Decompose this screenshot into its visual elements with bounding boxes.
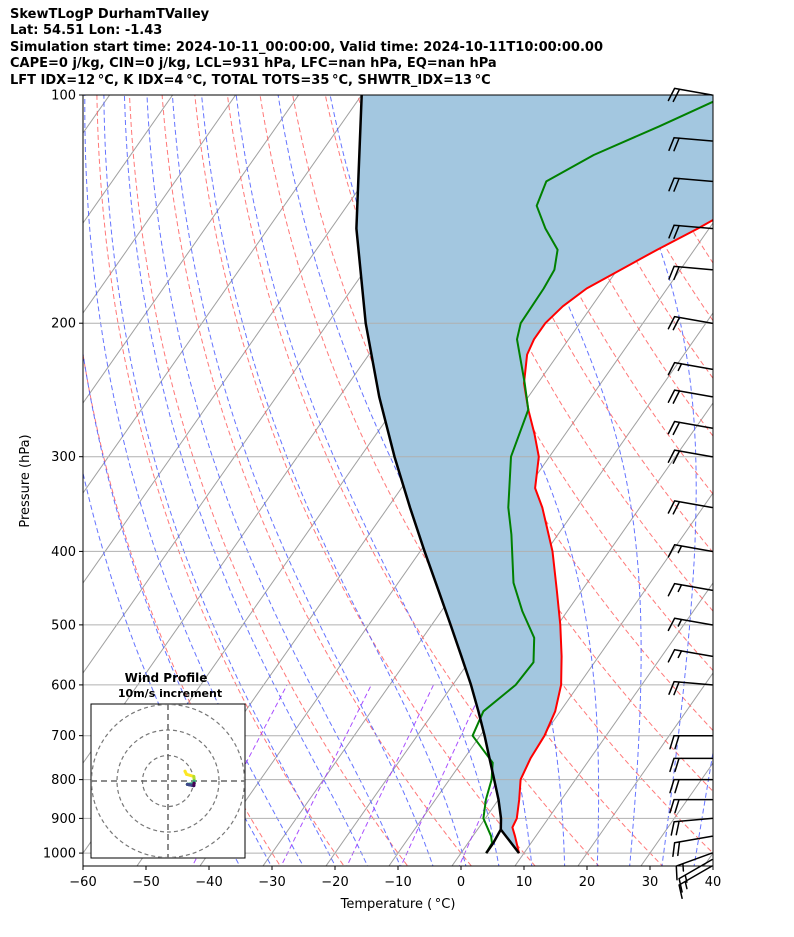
wind-barb	[669, 798, 713, 814]
isotherm-line	[577, 672, 713, 866]
x-axis-label: Temperature ( °C)	[340, 897, 456, 912]
isotherm-line	[83, 95, 174, 224]
wind-barb	[667, 500, 713, 515]
header-title: SkewTLogP DurhamTValley	[10, 7, 210, 22]
dewpoint-line	[471, 100, 713, 854]
x-tick-label: −30	[258, 875, 285, 890]
isotherm-line	[83, 95, 300, 404]
cape-shading	[356, 95, 713, 854]
dry-adiabat-line	[129, 95, 409, 866]
wind-barb	[667, 582, 713, 597]
mixing-ratio-line	[346, 684, 434, 866]
header: SkewTLogP DurhamTValley Lat: 54.51 Lon: …	[10, 7, 790, 89]
y-tick-label: 900	[51, 812, 76, 827]
wind-barb	[668, 265, 713, 281]
x-tick-label: −40	[195, 875, 222, 890]
wind-barb	[667, 420, 713, 436]
y-tick-label: 100	[51, 89, 76, 104]
dry-adiabat-line	[259, 95, 664, 866]
dry-adiabat-line	[730, 60, 794, 884]
header-indices-lifted: LFT IDX=12 °C, K IDX=4 °C, TOTAL TOTS=35…	[10, 72, 491, 88]
x-tick-label: 40	[705, 875, 722, 890]
isotherm-line	[388, 402, 713, 866]
header-indices-cape: CAPE=0 j/kg, CIN=0 j/kg, LCL=931 hPa, LF…	[10, 56, 497, 72]
wind-profile-inset: Wind Profile 10m/s increment	[90, 671, 246, 859]
wind-barb	[667, 361, 713, 376]
wind-barb	[678, 858, 713, 893]
inset-subtitle: 10m/s increment	[118, 687, 222, 700]
wind-barb	[678, 865, 713, 900]
isotherm-line	[83, 95, 363, 494]
cape-shading-area	[356, 95, 713, 854]
x-tick-label: 30	[642, 875, 659, 890]
x-tick-label: −10	[384, 875, 411, 890]
wind-barb	[667, 648, 713, 663]
wind-barb	[669, 757, 713, 773]
dry-adiabat-line	[194, 95, 536, 866]
isotherm-line	[83, 95, 426, 584]
temperature-line	[511, 218, 713, 854]
isotherm-line	[0, 60, 8, 884]
y-tick-label: 600	[51, 678, 76, 693]
parcel-line	[355, 95, 520, 854]
x-tick-label: 20	[579, 875, 596, 890]
wind-barb	[667, 389, 713, 404]
parcel-near-surface-line	[485, 828, 502, 854]
dry-adiabat-line	[390, 95, 713, 672]
wind-barb	[668, 680, 713, 696]
wind-barb	[669, 778, 713, 794]
moist-adiabat-line	[201, 95, 467, 866]
wind-barb	[667, 315, 713, 331]
moist-adiabat-line	[146, 95, 401, 866]
wind-barb	[669, 734, 713, 750]
axis-ticks: −60 −50 −40 −30 −20 −10 0 10 20 30 40 100 200 300 400 5…	[43, 89, 721, 891]
wind-barb	[670, 817, 713, 836]
wind-barb	[667, 449, 713, 464]
wind-barb	[668, 136, 713, 152]
wind-barb	[672, 835, 713, 858]
x-tick-label: 0	[457, 875, 465, 890]
y-tick-label: 300	[51, 450, 76, 465]
inset-title: Wind Profile	[125, 671, 208, 685]
x-tick-label: 10	[516, 875, 533, 890]
wind-barb	[667, 617, 713, 632]
isotherm-line	[83, 95, 237, 314]
header-time: Simulation start time: 2024-10-11_00:00:…	[10, 39, 603, 55]
y-tick-label: 800	[51, 773, 76, 788]
isotherm-line	[0, 60, 71, 884]
y-axis-label: Pressure (hPa)	[18, 434, 33, 527]
x-tick-label: −20	[321, 875, 348, 890]
dry-adiabat-line	[96, 95, 345, 866]
wind-barb	[675, 852, 713, 881]
x-tick-label: −60	[69, 875, 96, 890]
header-location: Lat: 54.51 Lon: -1.43	[10, 23, 163, 39]
wind-barb	[668, 224, 713, 239]
dry-adiabat-line	[161, 95, 473, 866]
x-tick-label: −50	[132, 875, 159, 890]
y-tick-label: 400	[51, 545, 76, 560]
y-tick-label: 700	[51, 729, 76, 744]
moist-adiabat-line	[723, 95, 794, 885]
isotherm-line	[325, 312, 713, 866]
wind-barb	[668, 177, 713, 192]
y-tick-label: 500	[51, 618, 76, 633]
dry-adiabat-line	[487, 95, 713, 495]
mixing-ratio-line	[400, 684, 485, 866]
wind-barb	[667, 544, 713, 558]
dry-adiabat-line	[762, 60, 794, 884]
inset-hodograph	[183, 769, 196, 788]
y-tick-label: 1000	[43, 847, 76, 862]
isotherm-line	[262, 222, 713, 866]
profile-lines	[355, 95, 713, 854]
y-tick-label: 200	[51, 317, 76, 332]
mixing-ratio-line	[280, 684, 372, 866]
